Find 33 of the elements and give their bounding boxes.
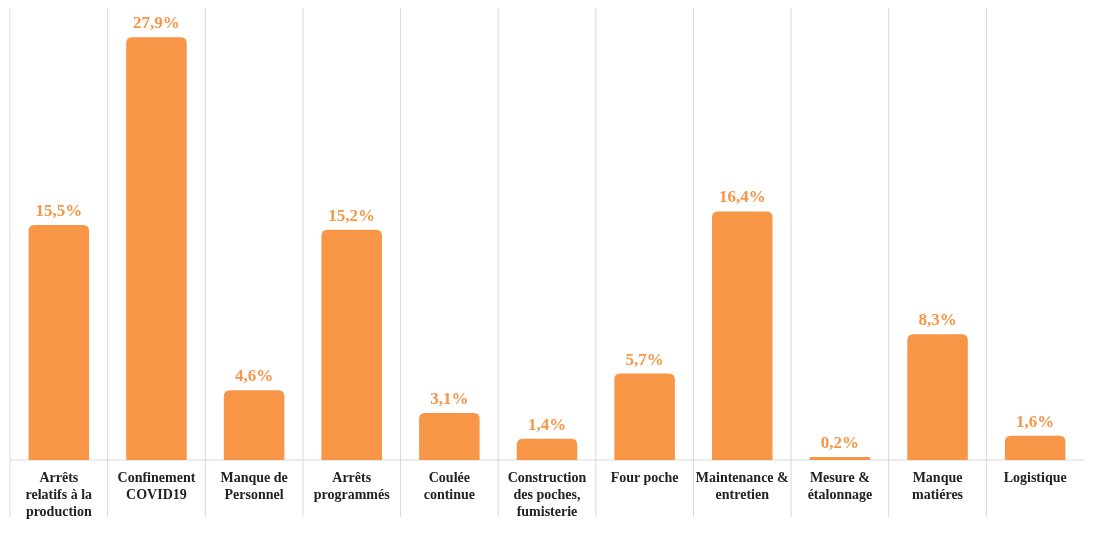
bar xyxy=(223,390,285,460)
x-tick-label: Maintenance & entretien xyxy=(695,470,789,502)
data-label: 8,3% xyxy=(918,310,957,330)
data-label: 1,6% xyxy=(1016,411,1055,431)
bar xyxy=(516,438,578,460)
x-tick-label: Four poche xyxy=(610,470,679,485)
x-tick-label: Arrêts programmés xyxy=(313,470,391,502)
data-label: 4,6% xyxy=(234,366,274,386)
bar xyxy=(1004,435,1066,460)
data-label: 16,4% xyxy=(718,187,766,207)
data-label: 1,4% xyxy=(527,414,567,434)
x-tick-label: Mesure & étalonnage xyxy=(807,470,873,502)
x-tick-label: Manque matiéres xyxy=(912,470,964,502)
bar xyxy=(28,225,90,460)
x-tick-label: Confinement COVID19 xyxy=(117,470,196,502)
bar xyxy=(419,413,480,460)
bar xyxy=(614,373,675,460)
data-label: 3,1% xyxy=(430,389,469,409)
x-tick-label: Coulée continue xyxy=(423,470,476,502)
data-label: 27,9% xyxy=(133,13,180,33)
x-tick-label: Logistique xyxy=(1003,470,1067,485)
bar xyxy=(126,37,187,460)
x-tick-label: Construction des poches, fumisterie xyxy=(507,470,587,519)
data-label: 15,5% xyxy=(35,201,83,221)
bar xyxy=(907,334,968,460)
bar xyxy=(809,456,871,460)
x-tick-label: Arrêts relatifs à la production xyxy=(25,470,93,519)
x-tick-label: Manque de Personnel xyxy=(220,470,288,502)
data-label: 5,7% xyxy=(625,349,664,369)
data-label: 15,2% xyxy=(328,205,376,225)
bar xyxy=(321,229,382,460)
bar xyxy=(712,211,773,460)
data-label: 0,2% xyxy=(820,432,860,452)
